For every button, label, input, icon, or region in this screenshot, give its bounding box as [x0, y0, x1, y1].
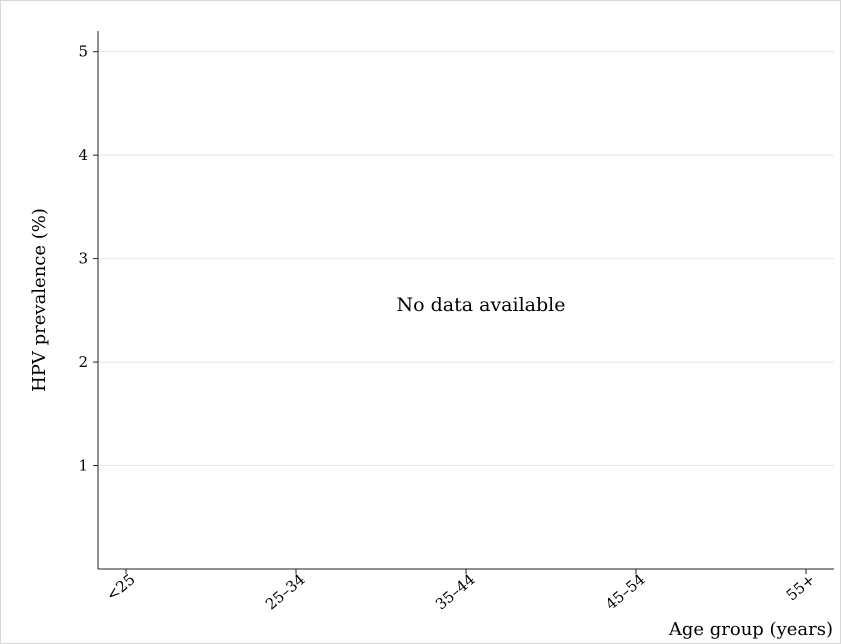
- grid-lines: [98, 51, 834, 467]
- x-tick-label: <25: [103, 570, 139, 604]
- y-tick-label: 5: [78, 43, 88, 61]
- x-axis-title: Age group (years): [668, 619, 833, 640]
- y-tick-label: 3: [78, 250, 88, 268]
- y-ticks: 1 2 3 4 5: [78, 43, 98, 475]
- y-tick-label: 1: [78, 457, 88, 475]
- x-tick-label: 45–54: [602, 570, 649, 613]
- x-tick-label: 55+: [783, 570, 819, 604]
- y-axis-title: HPV prevalence (%): [29, 208, 50, 392]
- y-tick-label: 2: [78, 353, 88, 371]
- no-data-annotation: No data available: [397, 294, 566, 316]
- x-ticks: <25 25–34 35–44 45–54 55+: [103, 569, 819, 613]
- y-tick-label: 4: [78, 146, 88, 164]
- x-tick-label: 35–44: [432, 570, 479, 613]
- x-tick-label: 25–34: [262, 570, 309, 613]
